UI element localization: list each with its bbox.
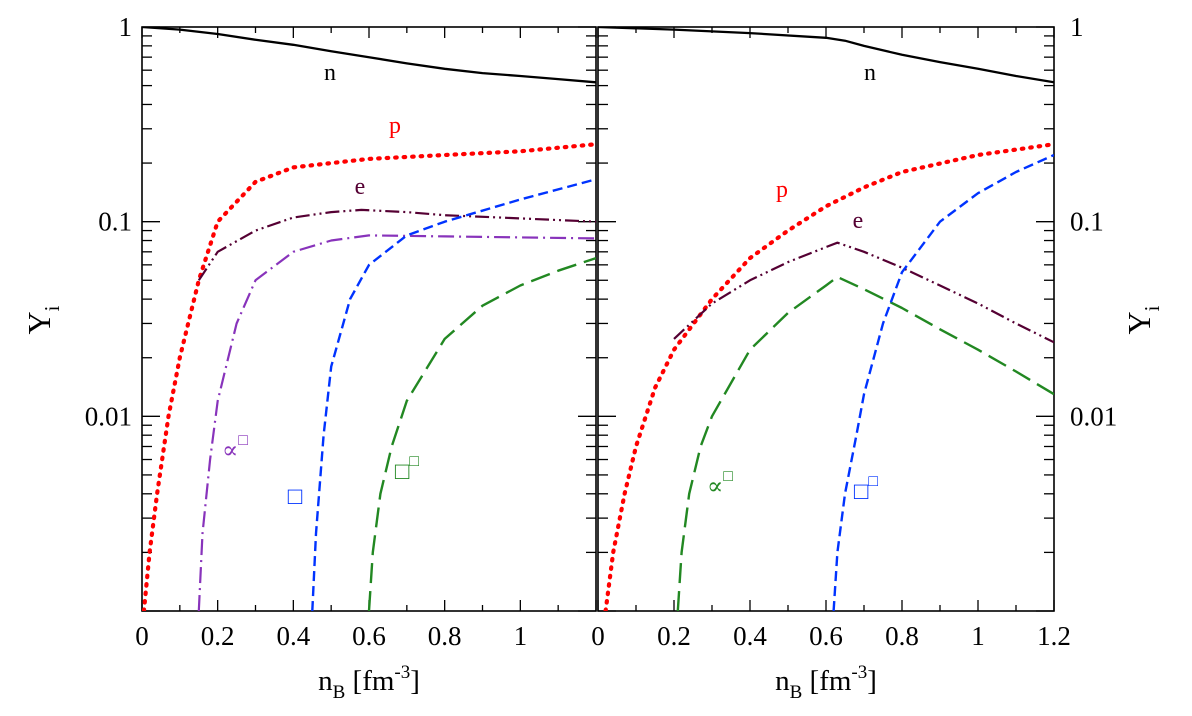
series-label-p: p bbox=[776, 177, 788, 203]
series-line-mu bbox=[676, 275, 1054, 611]
x-tick-label: 1 bbox=[514, 621, 528, 651]
series-label-sigma-blue: □ bbox=[288, 484, 303, 510]
series-line-p bbox=[603, 142, 1054, 611]
x-tick-label: 0.6 bbox=[352, 621, 386, 651]
series-line-sigma-green bbox=[367, 256, 596, 611]
series-line-e bbox=[197, 208, 596, 281]
series-label-sigma-green: □□ bbox=[395, 453, 420, 485]
series-line-mu bbox=[197, 234, 596, 611]
series-line-sigma-blue bbox=[832, 153, 1054, 611]
x-tick-label: 1 bbox=[971, 621, 985, 651]
x-tick-label: 0 bbox=[135, 621, 149, 651]
series-label-mu: ∝□ bbox=[707, 468, 733, 500]
y-axis-label: Yi bbox=[1121, 305, 1164, 334]
series-label-n: n bbox=[864, 60, 876, 86]
series-label-sigma-blue: □□ bbox=[854, 473, 879, 505]
x-tick-label: 0.4 bbox=[733, 621, 767, 651]
y-tick-label: 0.1 bbox=[98, 207, 132, 237]
y-axis-label: Yi bbox=[21, 305, 64, 334]
x-axis-label: nB [fm-3] bbox=[775, 662, 877, 703]
series-line-n bbox=[142, 27, 596, 84]
y-tick-label: 0.01 bbox=[85, 401, 132, 431]
x-tick-label: 0.8 bbox=[428, 621, 462, 651]
x-axis-label: nB [fm-3] bbox=[318, 662, 420, 703]
series-line-p bbox=[142, 142, 596, 611]
x-tick-label: 0.8 bbox=[885, 621, 919, 651]
series-line-e bbox=[673, 241, 1054, 344]
series-line-n bbox=[598, 27, 1054, 84]
y-tick-label: 0.1 bbox=[1070, 207, 1104, 237]
x-tick-label: 1.2 bbox=[1037, 621, 1071, 651]
plot-frame bbox=[141, 26, 597, 612]
series-label-p: p bbox=[389, 113, 401, 139]
x-tick-label: 0.6 bbox=[809, 621, 843, 651]
series-label-n: n bbox=[324, 60, 336, 86]
series-label-e: e bbox=[355, 174, 366, 200]
series-label-e: e bbox=[853, 208, 864, 234]
y-tick-label: 0.01 bbox=[1070, 401, 1117, 431]
y-tick-label: 1 bbox=[1070, 12, 1084, 42]
x-tick-label: 0 bbox=[591, 621, 605, 651]
series-label-mu: ∝□ bbox=[222, 432, 248, 464]
x-tick-label: 0.2 bbox=[201, 621, 235, 651]
x-tick-label: 0.4 bbox=[276, 621, 310, 651]
right-panel: 0 0.2 0.4 0.6 0.8 1 1.2 1 0.1 0.01 nB [fm-3] Yi n p e ∝… bbox=[591, 12, 1164, 703]
x-tick-label: 0.2 bbox=[657, 621, 691, 651]
plot-frame bbox=[597, 26, 1055, 612]
series-line-sigma-blue bbox=[311, 178, 596, 611]
y-tick-label: 1 bbox=[119, 12, 133, 42]
